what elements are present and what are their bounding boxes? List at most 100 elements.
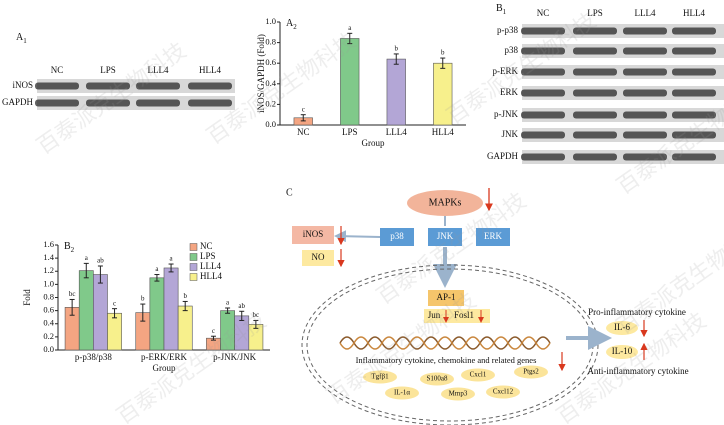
significance-label: b: [141, 295, 145, 303]
genes-title: Inflammatory cytokine, chemokine and rel…: [356, 355, 537, 365]
node-label: IL-10: [612, 346, 633, 356]
significance-label: a: [85, 254, 89, 262]
bar: [177, 305, 193, 351]
blot-band: [521, 153, 565, 161]
x-axis-label: Group: [153, 363, 176, 373]
bar: [220, 310, 235, 351]
bar: [93, 274, 108, 351]
panel-label: B2: [64, 241, 75, 253]
significance-label: c: [212, 327, 215, 335]
bar: [340, 38, 360, 126]
panel-letter: A: [286, 18, 294, 29]
blot-band: [623, 27, 667, 35]
node-label: NO: [312, 252, 325, 262]
row-label: p38: [505, 45, 519, 55]
row-label: JNK: [501, 129, 518, 139]
y-axis-label: iNOS/GAPDH (Fold): [256, 34, 266, 113]
significance-label: c: [302, 105, 305, 113]
gene-label: Ptgs2: [523, 368, 539, 376]
blot-band: [573, 111, 617, 119]
kinase-box: [476, 228, 510, 246]
bar: [107, 312, 122, 351]
node-label: AP-1: [436, 292, 455, 302]
blot-band: [623, 153, 667, 161]
significance-label: b: [441, 49, 445, 57]
blot-band: [623, 47, 667, 55]
y-tick-label: 0.4: [265, 78, 276, 88]
significance-label: b: [395, 45, 399, 53]
y-axis-label: Fold: [22, 289, 32, 306]
blot-band: [672, 111, 716, 119]
significance-label: ab: [97, 257, 104, 265]
y-tick-label: 0.8: [265, 37, 276, 47]
row-label: p-JNK: [494, 109, 518, 119]
gene-label: IL-1α: [394, 389, 410, 397]
node-label: iNOS: [303, 229, 324, 239]
blot-band: [521, 111, 565, 119]
row-label: p-p38: [497, 25, 518, 35]
y-tick-label: 0.0: [43, 344, 54, 354]
panel-sub: 1: [503, 8, 507, 16]
blot-band: [672, 131, 716, 139]
blot-band: [672, 47, 716, 55]
panel-label: B1: [496, 3, 507, 15]
gene-node: [385, 386, 419, 400]
significance-label: a: [226, 299, 230, 307]
bar: [149, 277, 165, 351]
row-label: iNOS: [12, 80, 33, 90]
kinase-box: [428, 228, 462, 246]
node-label: JNK: [437, 231, 454, 241]
node-label: p38: [390, 231, 404, 241]
lane-label: NC: [537, 8, 550, 18]
panel-letter: A: [16, 32, 24, 43]
legend-swatch: [189, 273, 198, 281]
row-label: GAPDH: [2, 97, 34, 107]
bar: [433, 62, 453, 126]
gene-node: [461, 368, 495, 382]
y-tick-label: 0.8: [43, 291, 54, 301]
tf-genes-box: [424, 309, 490, 323]
significance-label: a: [348, 24, 352, 32]
blot-band: [573, 89, 617, 97]
blot-band: [35, 99, 79, 107]
blot-band: [521, 68, 565, 76]
legend-label: LPS: [200, 251, 216, 261]
panel-label: A2: [286, 18, 297, 30]
x-tick-label: NC: [297, 127, 310, 137]
significance-label: bc: [253, 311, 260, 319]
blot-band: [573, 27, 617, 35]
node-label: ERK: [484, 231, 503, 241]
blot-band: [521, 47, 565, 55]
y-tick-label: 0.2: [43, 331, 54, 341]
panel-label: C: [286, 187, 293, 198]
bar: [163, 267, 179, 351]
dna-strand: [339, 336, 551, 350]
legend-label: NC: [200, 241, 213, 251]
blot-band: [623, 111, 667, 119]
gene-node: [420, 372, 454, 386]
panel-sub: 1: [23, 37, 27, 45]
blot-band: [521, 131, 565, 139]
blot-band: [623, 68, 667, 76]
blot-band: [86, 82, 130, 90]
blot-band: [573, 47, 617, 55]
y-tick-label: 0.4: [43, 318, 54, 328]
gene-node: [486, 385, 520, 399]
x-tick-label: p-p38/p38: [75, 352, 112, 362]
gene-node: [441, 387, 475, 401]
significance-label: a: [170, 255, 174, 263]
row-label: ERK: [500, 87, 519, 97]
panel-sub: 2: [293, 23, 297, 31]
y-tick-label: 0.6: [265, 57, 276, 67]
significance-label: ab: [238, 302, 245, 310]
connector: [334, 230, 381, 243]
y-tick-label: 0.6: [43, 305, 54, 315]
panel-letter: B: [64, 241, 71, 252]
blot-band: [623, 131, 667, 139]
gene-label: Cxcl1: [470, 371, 487, 379]
legend-swatch: [189, 263, 198, 271]
pro-title: Pro-inflammatory cytokine: [588, 307, 686, 317]
lane-label: NC: [51, 65, 64, 75]
